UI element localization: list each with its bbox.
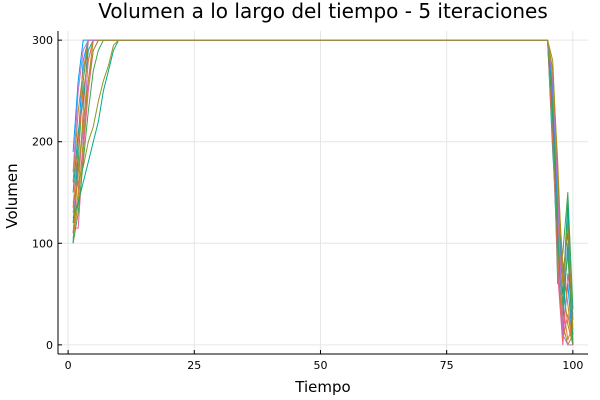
series-line [73, 39, 574, 346]
axes [57, 31, 588, 355]
x-axis-label: Tiempo [294, 378, 350, 396]
y-tick-label: 300 [32, 34, 53, 47]
series-line [72, 39, 573, 346]
tick-labels: 0 25 50 75 100 0 100 200 300 [32, 34, 583, 372]
series-line [72, 39, 574, 345]
series-line [72, 39, 574, 335]
series-line [72, 39, 574, 340]
y-tick-label: 200 [32, 136, 53, 149]
x-tick-label: 25 [187, 359, 201, 372]
grid [58, 31, 588, 354]
x-tick-label: 100 [562, 359, 583, 372]
series-line [72, 39, 574, 310]
y-tick-label: 0 [46, 339, 53, 352]
x-tick-label: 75 [440, 359, 454, 372]
series-group [72, 39, 574, 346]
y-axis-label: Volumen [3, 163, 21, 228]
series-line [72, 39, 574, 345]
series-line [72, 39, 574, 330]
x-tick-label: 0 [65, 359, 72, 372]
series-line [72, 39, 574, 346]
series-line [72, 39, 574, 346]
series-line [72, 39, 574, 345]
y-tick-label: 100 [32, 237, 53, 250]
series-line [72, 39, 574, 345]
series-line [72, 39, 574, 345]
series-line [72, 39, 574, 341]
chart-title: Volumen a lo largo del tiempo - 5 iterac… [98, 0, 548, 23]
x-tick-label: 50 [313, 359, 327, 372]
series-line [72, 39, 574, 320]
